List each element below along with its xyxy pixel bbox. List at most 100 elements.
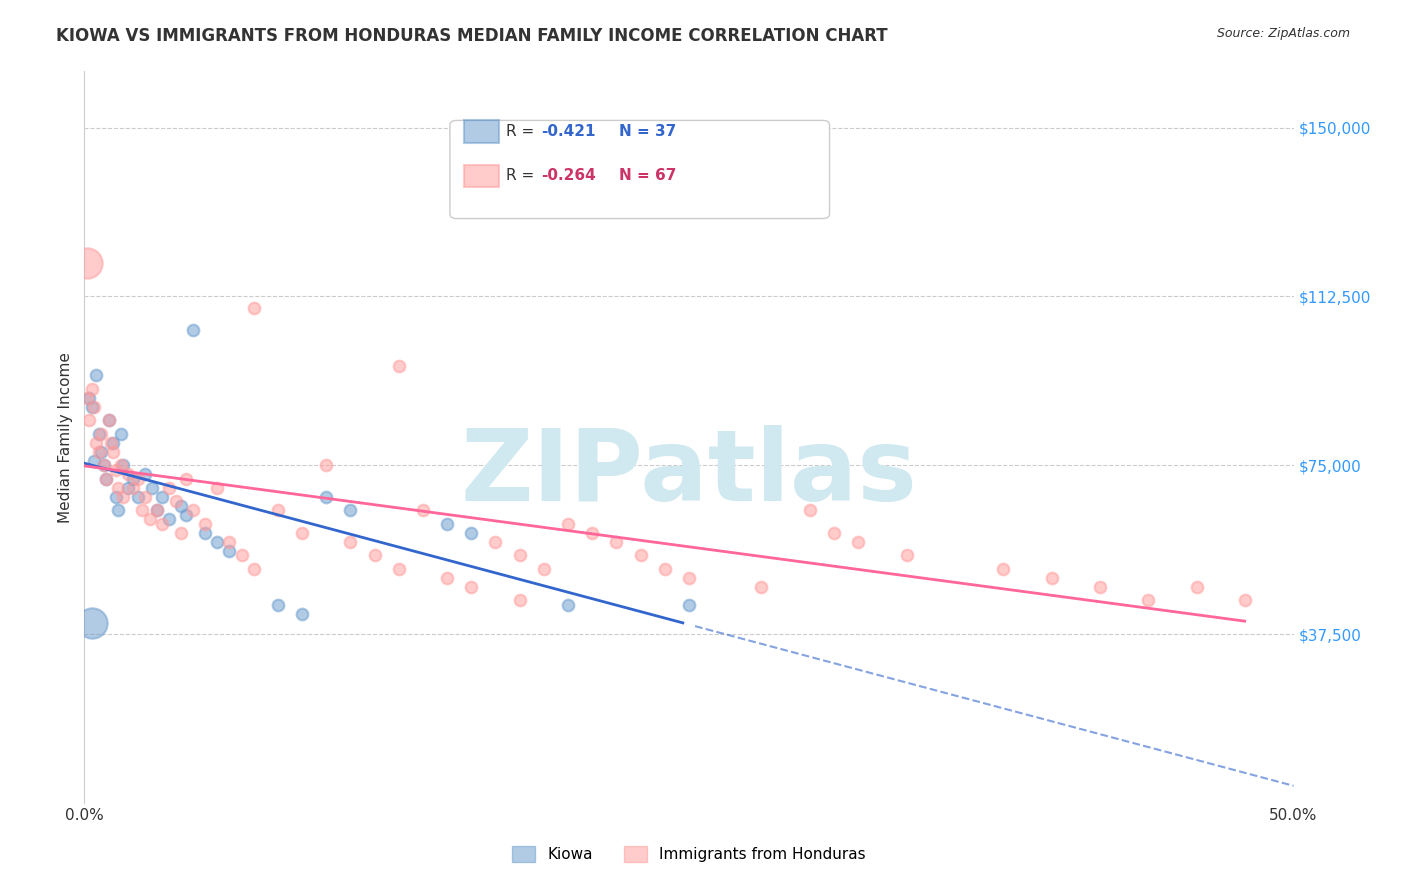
Point <box>87 426 110 441</box>
Point <box>388 359 411 374</box>
Point <box>509 548 531 562</box>
Point <box>218 543 240 558</box>
Point <box>291 525 314 540</box>
Point <box>242 301 264 315</box>
Point <box>207 534 229 549</box>
Point <box>97 413 120 427</box>
Point <box>339 534 361 549</box>
Point <box>678 571 700 585</box>
Point <box>436 516 458 531</box>
Point <box>1185 580 1208 594</box>
Point <box>131 503 153 517</box>
Point <box>83 453 105 467</box>
Point <box>846 534 869 549</box>
Point <box>267 503 290 517</box>
Point <box>170 499 193 513</box>
Point <box>157 481 180 495</box>
Point <box>150 490 173 504</box>
Point <box>823 525 845 540</box>
Point <box>509 593 531 607</box>
Point <box>896 548 918 562</box>
Legend: Kiowa, Immigrants from Honduras: Kiowa, Immigrants from Honduras <box>506 840 872 868</box>
Point <box>76 255 98 269</box>
Point <box>242 562 264 576</box>
Point <box>97 413 120 427</box>
Point <box>93 458 115 473</box>
Text: -0.421: -0.421 <box>541 124 596 138</box>
Point <box>1137 593 1160 607</box>
Point <box>315 458 337 473</box>
Point <box>388 562 411 576</box>
Point <box>1040 571 1063 585</box>
Point <box>194 525 217 540</box>
Point <box>117 467 139 482</box>
Point <box>104 463 127 477</box>
Point <box>533 562 555 576</box>
Point <box>157 512 180 526</box>
Text: R =: R = <box>506 169 540 183</box>
Text: R =: R = <box>506 124 540 138</box>
Point <box>146 503 169 517</box>
Point <box>112 458 135 473</box>
Text: N = 67: N = 67 <box>619 169 676 183</box>
Point <box>150 516 173 531</box>
Point <box>93 458 115 473</box>
Point <box>654 562 676 576</box>
Point <box>207 481 229 495</box>
Text: N = 37: N = 37 <box>619 124 676 138</box>
Point <box>76 391 98 405</box>
Point <box>127 472 149 486</box>
Point <box>146 503 169 517</box>
Point <box>103 435 125 450</box>
Point <box>181 503 204 517</box>
Point <box>484 534 506 549</box>
Point <box>77 413 100 427</box>
Point <box>134 467 156 482</box>
Point <box>80 400 103 414</box>
Point <box>267 598 290 612</box>
Point <box>174 508 197 522</box>
Point <box>460 525 482 540</box>
Point <box>339 503 361 517</box>
Point <box>1088 580 1111 594</box>
Point <box>218 534 240 549</box>
Point <box>90 444 112 458</box>
Point <box>134 490 156 504</box>
Point <box>557 516 579 531</box>
Point <box>557 598 579 612</box>
Point <box>100 435 122 450</box>
Point <box>363 548 385 562</box>
Point <box>436 571 458 585</box>
Point <box>94 472 117 486</box>
Point <box>460 580 482 594</box>
Point <box>104 490 127 504</box>
Point <box>1234 593 1257 607</box>
Text: -0.264: -0.264 <box>541 169 596 183</box>
Point <box>138 512 160 526</box>
Point <box>90 426 112 441</box>
Point <box>80 615 103 630</box>
Point <box>117 481 139 495</box>
Point <box>107 481 129 495</box>
Point <box>94 472 117 486</box>
Point <box>181 323 204 337</box>
Point <box>80 382 103 396</box>
Point <box>993 562 1015 576</box>
Point <box>174 472 197 486</box>
Point <box>103 444 125 458</box>
Point <box>107 503 129 517</box>
Point <box>86 368 108 383</box>
Point <box>412 503 434 517</box>
Point <box>630 548 652 562</box>
Text: ZIPatlas: ZIPatlas <box>461 425 917 522</box>
Point <box>165 494 187 508</box>
Point <box>87 444 110 458</box>
Point <box>86 435 108 450</box>
Point <box>170 525 193 540</box>
Point <box>110 458 132 473</box>
Point <box>121 472 143 486</box>
Point <box>581 525 603 540</box>
Point <box>231 548 253 562</box>
Point <box>194 516 217 531</box>
Point <box>315 490 337 504</box>
